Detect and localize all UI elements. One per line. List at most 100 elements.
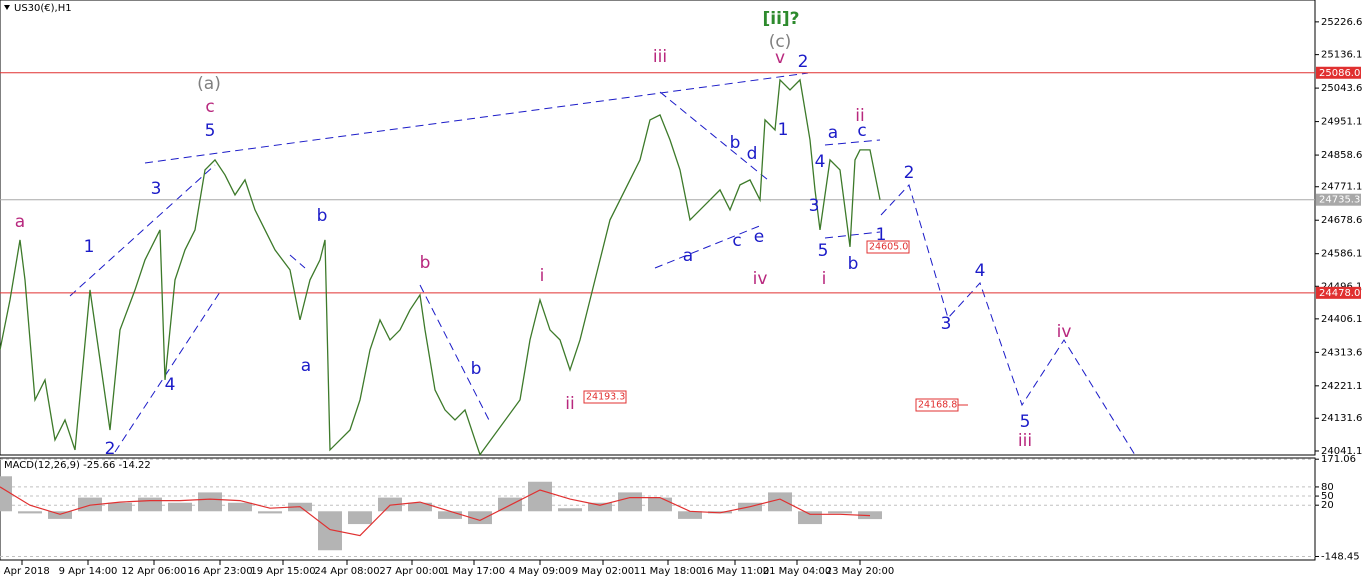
price-tag <box>1316 286 1361 299</box>
x-tick-label: 24 Apr 08:00 <box>314 566 379 577</box>
wave-label: 5 <box>205 121 216 141</box>
wave-label: 2 <box>798 52 809 72</box>
price-label: 24168.8 <box>918 400 957 411</box>
x-tick-label: 4 Apr 2018 <box>0 566 50 577</box>
y-tick-label: 24858.6 <box>1321 150 1362 161</box>
wave-label: c <box>732 231 741 251</box>
wave-label: 2 <box>904 163 915 183</box>
y-tick-label: 25226.6 <box>1321 17 1362 28</box>
wave-label: b <box>730 133 741 153</box>
y-tick-label: 171.06 <box>1321 454 1356 465</box>
wave-label: c <box>857 121 866 141</box>
x-tick-label: 16 Apr 23:00 <box>187 566 252 577</box>
y-tick-label: 24313.6 <box>1321 347 1362 358</box>
price-tag-label: 24735.3 <box>1319 195 1360 206</box>
x-tick-label: 21 May 04:00 <box>763 566 832 577</box>
macd-bar <box>18 511 42 514</box>
macd-bar <box>378 497 402 512</box>
wave-label: b <box>317 206 328 226</box>
wave-label: iii <box>1018 431 1032 451</box>
macd-bar <box>828 511 852 514</box>
wave-label: a <box>301 356 311 376</box>
x-tick-label: 1 May 17:00 <box>443 566 505 577</box>
menu-arrow[interactable] <box>4 5 10 10</box>
wave-label: i <box>822 269 827 289</box>
macd-bar <box>798 511 822 525</box>
wave-label: iii <box>653 47 667 67</box>
wave-label: iv <box>1057 322 1072 342</box>
macd-bar <box>258 511 282 514</box>
macd-bar <box>528 481 552 512</box>
price-label-box <box>583 390 627 404</box>
y-tick-label: 24406.1 <box>1321 314 1362 325</box>
wave-label: 2 <box>105 439 116 459</box>
wave-label: 4 <box>815 152 826 172</box>
wave-label: ii <box>565 394 574 414</box>
wave-label: b <box>848 254 859 274</box>
macd-bar <box>618 492 642 512</box>
y-tick-label: 24496.1 <box>1321 281 1362 292</box>
wave-label: v <box>775 48 785 68</box>
price-label: 24605.0 <box>869 242 908 253</box>
macd-bar <box>228 502 252 512</box>
y-tick-label: 25043.6 <box>1321 83 1362 94</box>
y-tick-label: 24678.6 <box>1321 215 1362 226</box>
signal-line <box>0 486 871 537</box>
macd-bar <box>408 502 432 512</box>
wave-label: b <box>420 253 431 273</box>
macd-bar <box>648 497 672 512</box>
wave-label: (c) <box>769 32 792 52</box>
wave-label: 5 <box>1020 412 1031 432</box>
wave-label: 1 <box>778 120 789 140</box>
macd-bar <box>108 502 132 512</box>
macd-bar <box>348 511 372 525</box>
wave-label: b <box>471 359 482 379</box>
wave-label: e <box>754 227 764 247</box>
macd-bar <box>168 502 192 512</box>
wave-label: 3 <box>941 314 952 334</box>
x-tick-label: 27 Apr 00:00 <box>379 566 444 577</box>
macd-bar <box>138 497 162 512</box>
macd-bar <box>48 511 72 519</box>
wave-label: 4 <box>975 261 986 281</box>
x-tick-label: 16 May 11:00 <box>701 566 770 577</box>
y-tick-label: 20 <box>1321 500 1334 511</box>
macd-bar <box>78 497 102 512</box>
wave-label: (a) <box>197 74 221 94</box>
y-tick-label: 24586.1 <box>1321 249 1362 260</box>
y-tick-label: 24951.1 <box>1321 117 1362 128</box>
wave-label: 4 <box>165 375 176 395</box>
x-tick-label: 9 May 02:00 <box>572 566 634 577</box>
wave-label: [ii]? <box>762 9 799 29</box>
wave-label: a <box>828 123 838 143</box>
y-tick-label: 80 <box>1321 482 1334 493</box>
wave-label: a <box>15 212 25 232</box>
wave-label: ii <box>855 106 864 126</box>
y-tick-label: 24041.1 <box>1321 446 1362 457</box>
wave-label: iv <box>753 269 768 289</box>
price-line-series <box>0 78 881 456</box>
macd-bar <box>468 511 492 525</box>
macd-bar <box>558 508 582 512</box>
price-tag <box>1316 66 1361 79</box>
x-tick-label: 4 May 09:00 <box>509 566 571 577</box>
wave-label: i <box>540 266 545 286</box>
macd-bar <box>768 492 792 512</box>
price-tag <box>1316 193 1361 206</box>
y-tick-label: 25136.1 <box>1321 50 1362 61</box>
chart-title: US30(€),H1 <box>14 3 72 14</box>
wave-label: 1 <box>876 225 887 245</box>
x-tick-label: 19 Apr 15:00 <box>250 566 315 577</box>
wave-label: a <box>683 246 693 266</box>
wave-label: 1 <box>84 237 95 257</box>
wave-label: 5 <box>818 241 829 261</box>
wave-label: c <box>205 97 214 117</box>
price-label: 24193.3 <box>586 392 625 403</box>
main-frame <box>0 0 1316 456</box>
price-tag-label: 25086.0 <box>1319 68 1360 79</box>
wave-label: 3 <box>809 196 820 216</box>
price-label-box <box>866 240 910 254</box>
macd-bar <box>588 502 612 512</box>
macd-title: MACD(12,26,9) -25.66 -14.22 <box>4 460 151 471</box>
